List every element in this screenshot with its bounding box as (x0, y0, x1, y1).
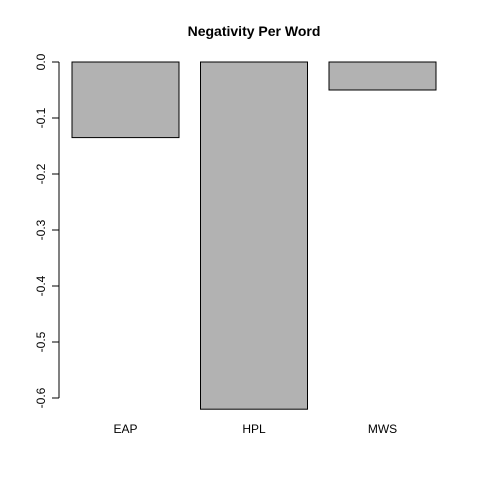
bar-hpl (200, 61, 308, 410)
y-axis: 0.0 -0.1 -0.2 -0.3 -0.4 -0.5 -0.6 (34, 53, 60, 408)
x-category-label: EAP (113, 422, 137, 436)
y-tick-label: -0.6 (34, 387, 48, 408)
y-tick-label: -0.5 (34, 331, 48, 352)
y-tick-label: -0.4 (34, 275, 48, 296)
y-tick-label: 0.0 (34, 53, 48, 70)
x-axis-labels: EAP HPL MWS (113, 422, 397, 436)
bar-eap (71, 61, 180, 139)
bars (71, 61, 437, 410)
x-category-label: MWS (368, 422, 397, 436)
bar-mws (328, 61, 437, 91)
x-category-label: HPL (242, 422, 266, 436)
y-tick-label: -0.1 (34, 107, 48, 128)
chart-title: Negativity Per Word (188, 23, 321, 39)
y-tick-label: -0.3 (34, 219, 48, 240)
y-tick-label: -0.2 (34, 163, 48, 184)
